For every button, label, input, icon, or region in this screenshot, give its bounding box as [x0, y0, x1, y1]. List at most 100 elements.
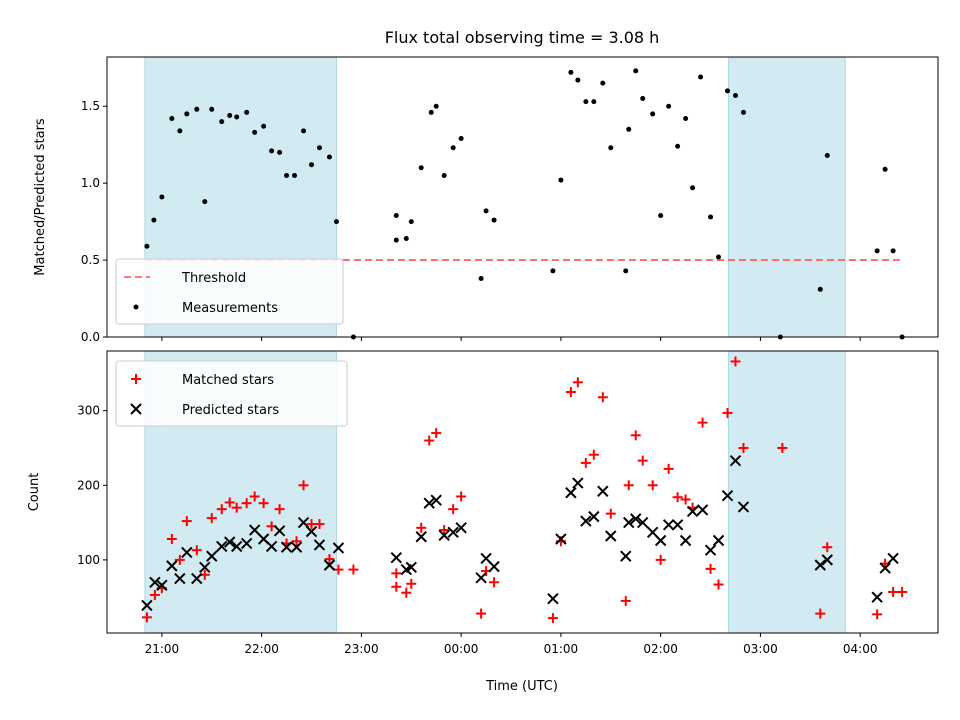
x-stroke [721, 490, 734, 502]
count-legend-label: Matched stars [182, 373, 274, 388]
predicted-stars-point [206, 550, 218, 562]
measurement-point [725, 88, 731, 94]
x-stroke [313, 539, 326, 551]
matched-stars-point [206, 513, 217, 524]
x-stroke [273, 525, 286, 537]
predicted-stars-point [248, 524, 261, 536]
x-stroke [572, 477, 584, 489]
measurement-point [269, 148, 275, 154]
measurement-point [708, 214, 714, 220]
measurement-point [623, 268, 629, 274]
matched-stars-point [565, 387, 576, 398]
predicted-stars-point [679, 534, 692, 547]
matched-stars-point [722, 407, 733, 418]
matched-stars-point [333, 564, 344, 575]
matched-stars-point [872, 609, 883, 620]
matched-stars-point [324, 554, 335, 565]
predicted-stars-point [174, 572, 186, 585]
measurement-point [433, 103, 439, 109]
predicted-stars-point [721, 490, 734, 502]
matched-stars-point [391, 581, 402, 592]
x-stroke [620, 550, 632, 562]
x-stroke [181, 546, 193, 559]
predicted-stars-point [290, 541, 303, 553]
measurement-point [408, 219, 414, 225]
x-tick-label: 00:00 [444, 642, 479, 656]
count-x-ticks: 21:00 22:00 23:00 00:00 01:00 02:00 03:00 04:00 [145, 633, 878, 656]
matched-stars-point [713, 579, 724, 590]
matched-stars-point [822, 542, 833, 553]
matched-stars-point [730, 356, 741, 367]
predicted-stars-point [423, 497, 435, 509]
count-legend-label: Predicted stars [182, 403, 279, 418]
measurement-point [219, 119, 225, 125]
predicted-stars-point [313, 539, 326, 551]
measurement-point [575, 77, 581, 83]
measurement-point [177, 128, 183, 134]
x-stroke [821, 554, 833, 566]
matched-stars-point [149, 589, 160, 600]
matched-stars-point [630, 430, 641, 441]
predicted-stars-point [630, 513, 642, 525]
count-marks [141, 356, 908, 624]
measurement-point [568, 69, 574, 75]
predicted-stars-point [686, 505, 699, 518]
predicted-stars-point [696, 504, 709, 516]
predicted-stars-point [323, 559, 336, 571]
ratio-legend-label: Measurements [182, 301, 278, 316]
measurement-point [326, 154, 332, 160]
matched-stars-point [224, 497, 235, 508]
measurement-point [640, 96, 646, 102]
x-stroke [814, 559, 826, 571]
matched-stars-point [401, 587, 412, 598]
measurement-point [458, 136, 464, 142]
predicted-stars-point [704, 544, 717, 556]
predicted-stars-point [597, 485, 609, 497]
matched-stars-point [815, 608, 826, 619]
x-stroke [686, 505, 699, 518]
count-y-tick-label: 100 [77, 553, 100, 567]
measurement-point [658, 212, 664, 218]
predicted-stars-point [156, 579, 168, 591]
x-tick-label: 04:00 [843, 642, 878, 656]
matched-stars-point [274, 504, 285, 515]
measurement-point [252, 129, 258, 135]
x-stroke [332, 542, 345, 554]
x-stroke [265, 540, 278, 553]
x-stroke [646, 526, 659, 538]
predicted-stars-point [572, 477, 584, 489]
x-tick-label: 21:00 [145, 642, 180, 656]
measurement-point [441, 172, 447, 178]
ratio-plot-frame [106, 56, 939, 338]
predicted-stars-point [712, 534, 725, 547]
legend-measurement-swatch [133, 304, 139, 310]
measurement-point [874, 248, 880, 254]
predicted-stars-point [191, 572, 203, 585]
x-stroke [191, 572, 203, 585]
predicted-stars-point [223, 536, 236, 548]
x-stroke [141, 599, 153, 612]
x-stroke [887, 552, 899, 565]
measurement-point [169, 116, 175, 122]
x-stroke [166, 560, 178, 572]
count-plot-frame [106, 350, 939, 634]
count-observing-span [728, 350, 846, 634]
x-stroke [455, 522, 467, 534]
x-stroke [737, 501, 750, 513]
x-stroke [597, 485, 609, 497]
predicted-stars-point [332, 542, 345, 554]
matched-stars-point [439, 525, 450, 536]
measurement-point [675, 143, 681, 149]
matched-stars-point [476, 608, 487, 619]
measurement-point [202, 199, 208, 205]
matched-stars-point [231, 502, 242, 513]
x-tick-label: 03:00 [743, 642, 778, 656]
predicted-stars-point [821, 554, 833, 566]
predicted-stars-point [588, 510, 600, 523]
measurement-point [626, 126, 632, 132]
matched-stars-point [298, 480, 309, 491]
matched-stars-point [391, 568, 402, 579]
x-stroke [475, 572, 487, 584]
matched-stars-point [597, 392, 608, 403]
